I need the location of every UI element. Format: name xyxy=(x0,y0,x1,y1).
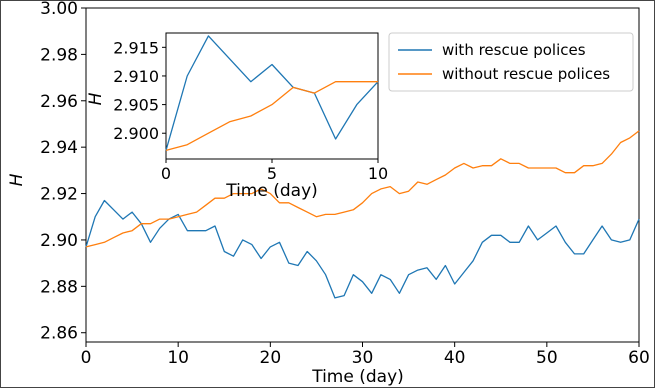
panel1-x-tick-label: 10 xyxy=(368,164,388,183)
panel0-x-tick-label: 40 xyxy=(444,348,466,368)
legend-label-with-rescue: with rescue polices xyxy=(442,41,586,59)
legend-box xyxy=(388,32,634,92)
panel1-x-tick-label: 5 xyxy=(267,164,277,183)
inset-x-ticks: 0 5 10 xyxy=(161,159,388,183)
panel0-y-tick-label: 2.94 xyxy=(40,138,78,158)
legend: with rescue polices without rescue polic… xyxy=(388,32,634,92)
panel1-series-line-with-rescue xyxy=(165,35,379,151)
inset-y-ticks: 2.900 2.905 2.910 2.915 xyxy=(113,38,166,143)
panel1-y-tick-label: 2.905 xyxy=(113,96,159,115)
panel0-y-tick-label: 2.88 xyxy=(40,277,78,297)
panel0-x-tick-label: 0 xyxy=(81,348,92,368)
main-x-ticks: 0 10 20 30 40 50 60 xyxy=(81,342,650,368)
panel0-y-tick-label: 3.00 xyxy=(40,0,78,19)
panel1-y-tick-label: 2.900 xyxy=(113,124,159,143)
panel0-y-tick-label: 2.98 xyxy=(40,45,78,65)
panel0-x-tick-label: 20 xyxy=(260,348,282,368)
panel0-x-tick-label: 10 xyxy=(167,348,189,368)
panel0-series-line-without-rescue xyxy=(85,130,640,248)
main-y-axis-label: H xyxy=(7,173,27,186)
panel1-x-tick-label: 0 xyxy=(161,164,171,183)
panel1-y-tick-label: 2.915 xyxy=(113,38,159,57)
main-x-axis-label: Time (day) xyxy=(311,367,404,387)
inset-y-axis-label: H xyxy=(86,92,106,105)
panel1-series-line-without-rescue xyxy=(165,81,378,152)
panel0-y-tick-label: 2.86 xyxy=(40,324,78,344)
panel0-y-tick-label: 2.96 xyxy=(40,92,78,112)
inset-axes-frame xyxy=(165,32,379,160)
main-plot: 0 10 20 30 40 50 60 2.862.882.902.922.942.962.… xyxy=(7,0,650,387)
inset-x-axis-label: Time (day) xyxy=(225,181,318,201)
panel0-y-tick-label: 2.92 xyxy=(40,185,78,205)
panel0-y-tick-label: 2.90 xyxy=(40,231,78,251)
panel0-series-line-with-rescue xyxy=(85,199,640,299)
main-series-lines xyxy=(85,130,640,299)
panel1-y-tick-label: 2.910 xyxy=(113,67,159,86)
inset-plot: 0 5 10 2.900 2.905 2.910 2.915 Time (day) H xyxy=(86,32,388,201)
panel0-x-tick-label: 30 xyxy=(352,348,374,368)
legend-label-without-rescue: without rescue polices xyxy=(442,65,610,83)
inset-series-lines xyxy=(165,35,379,152)
panel0-x-tick-label: 60 xyxy=(628,348,650,368)
panel0-x-tick-label: 50 xyxy=(536,348,558,368)
main-y-ticks: 2.86 2.88 2.90 2.92 2.94 2.96 2.98 3.00 xyxy=(40,0,86,344)
